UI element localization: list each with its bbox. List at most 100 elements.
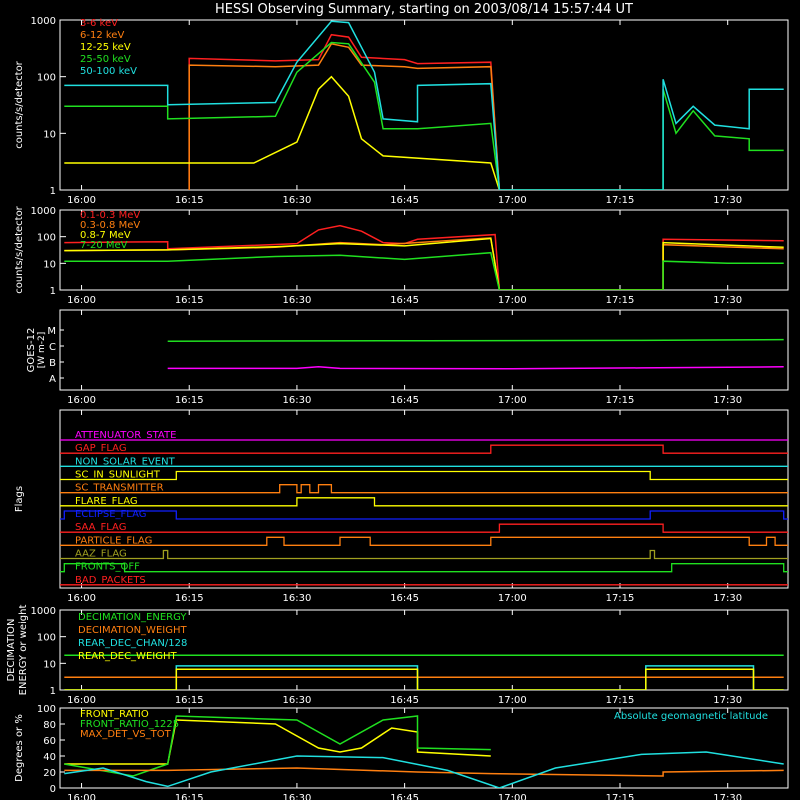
x-tick-label: 16:45	[390, 295, 419, 306]
legend-entry: FRONT_RATIO	[80, 709, 149, 720]
y-tick-label: 10	[43, 259, 56, 270]
y-tick-label: 40	[43, 752, 56, 763]
x-tick-label: 17:00	[498, 295, 527, 306]
x-tick-label: 17:00	[498, 395, 527, 406]
x-tick-label: 16:00	[67, 793, 96, 800]
y-tick-label: 1	[50, 286, 56, 297]
y-tick-label: C	[49, 342, 56, 353]
panel-frame	[59, 209, 789, 291]
series-line	[64, 41, 784, 190]
series-line	[167, 366, 784, 370]
x-tick-label: 16:00	[67, 295, 96, 306]
flag-line	[60, 444, 788, 454]
x-tick-label: 17:15	[606, 295, 635, 306]
x-tick-label: 17:30	[713, 695, 742, 706]
legend-entry: 50-100 keV	[80, 66, 137, 77]
y-tick-label: 10	[43, 129, 56, 140]
flag-line	[60, 510, 788, 520]
series-line	[64, 75, 501, 190]
panel-frame	[59, 19, 789, 191]
flag-label: FLARE_FLAG	[75, 496, 138, 507]
y-tick-label: B	[49, 358, 56, 369]
x-tick-label: 16:15	[175, 793, 204, 800]
flag-label: ATTENUATOR_STATE	[75, 430, 176, 441]
panel-flags: 16:00 16:15 16:30 16:45 17:00 17:15 17:30 Flags…	[14, 409, 789, 604]
legend-entry: 3-6 keV	[80, 18, 118, 29]
legend-entry: 7-20 MeV	[80, 240, 128, 251]
y-tick-label: 1000	[31, 606, 56, 617]
x-tick-label: 17:15	[606, 593, 635, 604]
legend-entry: 0.8-7 MeV	[80, 230, 131, 241]
x-tick-label: 16:45	[390, 395, 419, 406]
x-tick-label: 16:30	[283, 793, 312, 800]
legend-entry: 25-50 keV	[80, 54, 131, 65]
x-tick-label: 16:00	[67, 195, 96, 206]
flag-line	[60, 497, 788, 507]
series-line	[64, 767, 784, 777]
y-axis-label: DECIMATION	[6, 618, 17, 681]
series-line	[64, 237, 784, 290]
panel-decimation: 16:00 16:15 16:30 16:45 17:00 17:15 17:30 1 10 10…	[6, 605, 789, 706]
x-tick-label: 17:00	[498, 793, 527, 800]
series-line	[64, 751, 784, 788]
legend-entry: 0.1-0.3 MeV	[80, 210, 140, 221]
y-tick-label: 1	[50, 686, 56, 697]
x-tick-label: 17:00	[498, 695, 527, 706]
x-tick-label: 17:30	[713, 195, 742, 206]
x-tick-label: 16:30	[283, 593, 312, 604]
flag-line	[60, 549, 788, 560]
y-tick-label: 60	[43, 736, 56, 747]
panel-high-energy: 16:00 16:15 16:30 16:45 17:00 17:15 17:30 1 10 10…	[14, 205, 789, 306]
panel-goes: 16:00 16:15 16:30 16:45 17:00 17:15 17:30 ABCMG…	[26, 309, 789, 406]
series-line	[167, 338, 784, 342]
panel-frame	[59, 409, 789, 589]
x-tick-label: 16:45	[390, 195, 419, 206]
panel-frame	[59, 309, 789, 391]
flag-line	[60, 484, 788, 494]
y-tick-label: 100	[37, 73, 56, 84]
y-tick-label: 1000	[31, 16, 56, 27]
x-tick-label: 16:30	[283, 695, 312, 706]
series-line	[188, 33, 642, 190]
legend-entry: REAR_DEC_CHAN/128	[78, 638, 187, 649]
y-tick-label: 20	[43, 768, 56, 779]
y-tick-label: A	[49, 374, 56, 385]
legend-entry: MAX_DET_VS_TOT	[80, 729, 172, 740]
y-axis-label: counts/s/detector	[14, 205, 25, 293]
y-tick-label: M	[47, 326, 56, 337]
x-tick-label: 16:15	[175, 195, 204, 206]
flag-label: SC_TRANSMITTER	[75, 483, 164, 494]
y-axis-label: Degrees or %	[14, 714, 25, 782]
legend-entry: FRONT_RATIO_1225	[80, 719, 179, 730]
flag-label: PARTICLE_FLAG	[75, 535, 152, 546]
flag-label: AAZ_FLAG	[75, 549, 127, 560]
y-axis-label: counts/s/detector	[14, 60, 25, 148]
series-line	[188, 42, 501, 190]
flag-line	[60, 563, 788, 573]
x-tick-label: 16:45	[390, 593, 419, 604]
y-axis-label: GOES-12	[26, 328, 37, 373]
flag-label: FRONTS_OFF	[75, 562, 140, 573]
y-tick-label: 100	[37, 233, 56, 244]
y-tick-label: 0	[50, 784, 56, 795]
y-tick-label: 1000	[31, 206, 56, 217]
y-tick-label: 100	[37, 633, 56, 644]
x-tick-label: 17:30	[713, 395, 742, 406]
x-tick-label: 16:45	[390, 695, 419, 706]
legend-entry: 0.3-0.8 MeV	[80, 220, 140, 231]
legend-entry: 12-25 keV	[80, 42, 131, 53]
y-tick-label: 100	[37, 704, 56, 715]
legend-entry: DECIMATION_WEIGHT	[78, 625, 187, 636]
x-tick-label: 16:15	[175, 593, 204, 604]
x-tick-label: 17:15	[606, 195, 635, 206]
x-tick-label: 16:15	[175, 295, 204, 306]
x-tick-label: 17:30	[713, 295, 742, 306]
y-axis-label: ENERGY or weight	[18, 605, 29, 696]
x-tick-label: 17:30	[713, 793, 742, 800]
x-tick-label: 16:00	[67, 593, 96, 604]
panel-low-energy: 16:00 16:15 16:30 16:45 17:00 17:15 17:30 1 10 10…	[14, 16, 789, 206]
x-tick-label: 17:15	[606, 695, 635, 706]
x-tick-label: 16:00	[67, 695, 96, 706]
